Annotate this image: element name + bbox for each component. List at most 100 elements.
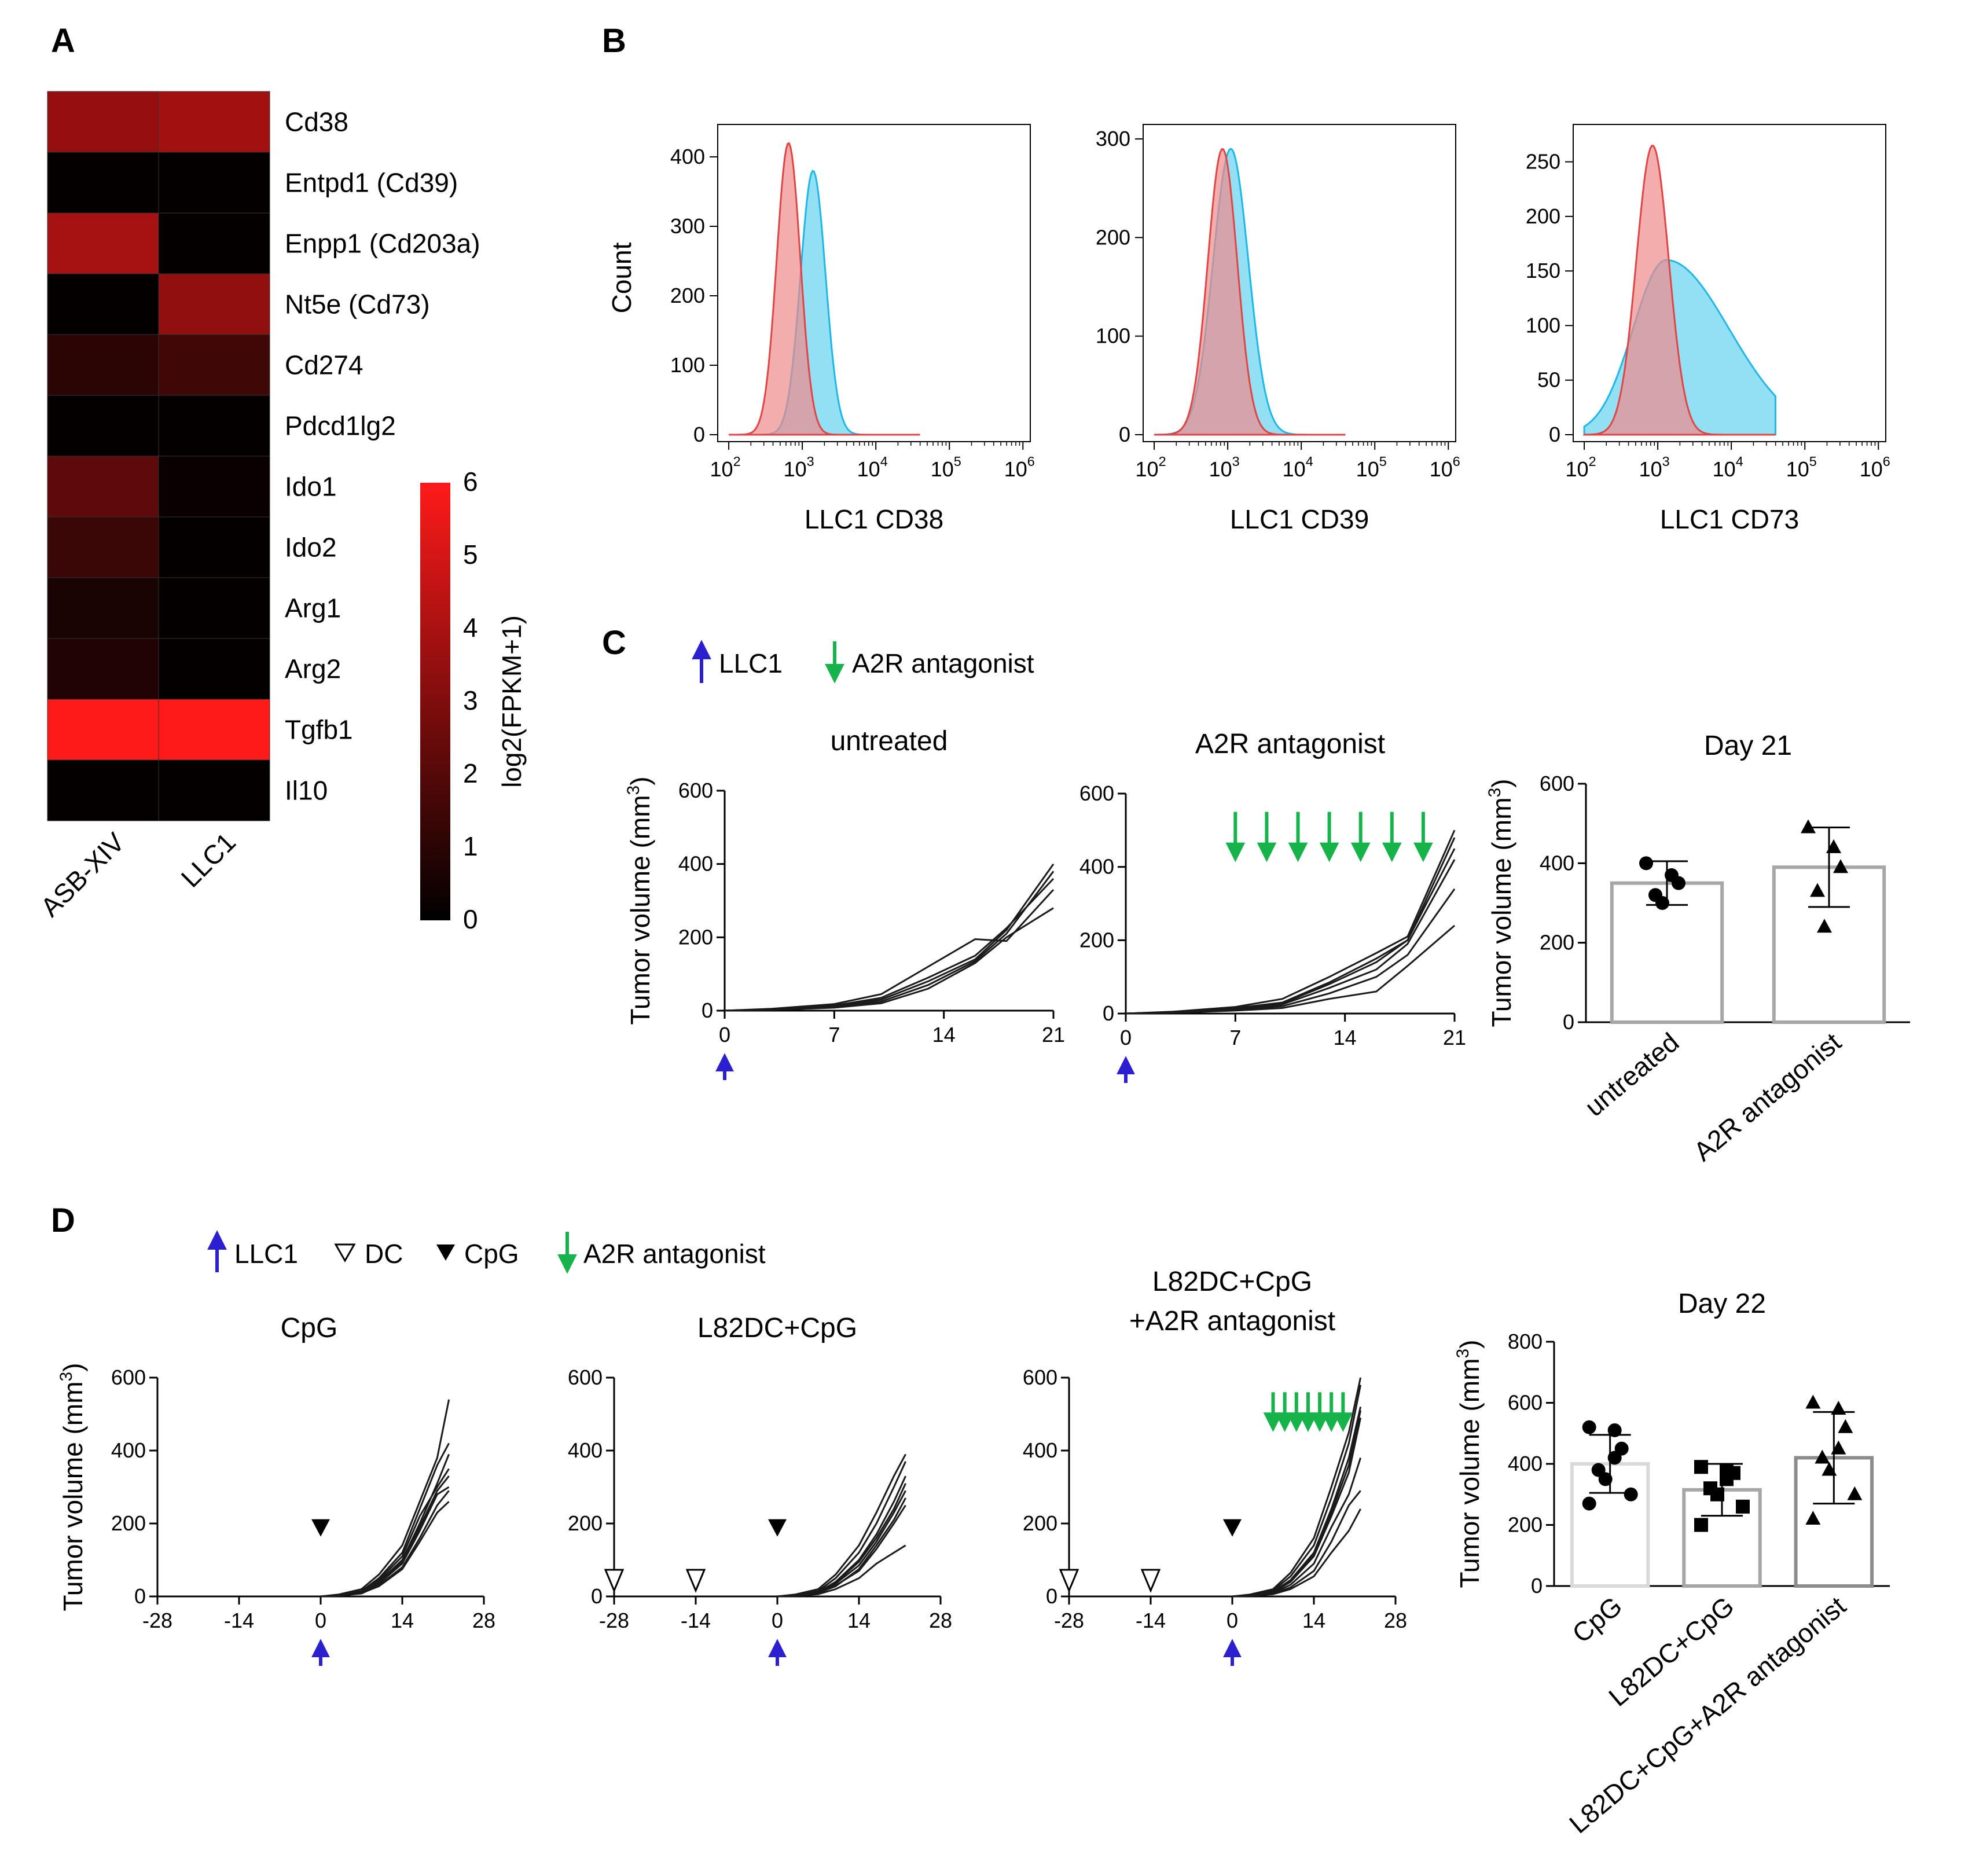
- llc1-arrow-icon: [207, 1230, 227, 1272]
- colorbar-label: log2(FPKM+1): [497, 615, 527, 788]
- y-tick-label: 400: [678, 852, 713, 876]
- y-tick-label: 100: [1096, 324, 1130, 348]
- chart-title: Day 22: [1678, 1288, 1766, 1319]
- a2r-arrow-icon: [1257, 812, 1277, 862]
- heatmap-cell: [47, 577, 159, 639]
- heatmap-row-label: Ido1: [285, 472, 337, 502]
- heatmap-cell: [158, 577, 270, 639]
- x-tick-label: 0: [772, 1609, 783, 1632]
- x-tick-label: 104: [1283, 454, 1313, 481]
- series-line: [320, 1501, 450, 1598]
- histogram-red-series: [1154, 148, 1346, 436]
- heatmap-cell: [47, 152, 159, 214]
- x-tick-label: 106: [1430, 454, 1460, 481]
- x-tick-label: 103: [784, 454, 814, 481]
- heatmap-column-label: ASB-XIV: [35, 827, 130, 922]
- cpg-triangle-icon: [768, 1519, 787, 1537]
- x-tick-label: 105: [931, 454, 961, 481]
- x-tick-label: 14: [847, 1609, 871, 1632]
- heatmap-cell: [158, 516, 270, 578]
- y-tick-label: 400: [1540, 851, 1574, 875]
- data-point: [1826, 839, 1841, 853]
- y-tick-label: 400: [568, 1438, 603, 1462]
- y-tick-label: 400: [111, 1438, 146, 1462]
- x-tick-label: 7: [828, 1023, 840, 1047]
- y-tick-label: 200: [1079, 928, 1114, 952]
- heatmap-colorbar: 0 1 2 3 4 5 6 log2(FPKM+1): [420, 467, 527, 934]
- x-tick-label: 21: [1443, 1026, 1466, 1049]
- x-tick-label: 102: [1136, 454, 1166, 481]
- y-tick-label: 200: [670, 284, 705, 307]
- a2r-arrow-icon: [1263, 1392, 1283, 1432]
- y-tick-label: 600: [1023, 1365, 1057, 1389]
- series-line: [777, 1490, 906, 1598]
- dc-triangle-icon: [604, 1569, 625, 1593]
- heatmap-cell: [158, 212, 270, 274]
- legend-d-cpg: CpG: [464, 1239, 519, 1269]
- histogram-cd38: 0 100 200 300 400 102 103 104 105 106 LLC1 CD38 Cou…: [607, 124, 1035, 534]
- y-tick-label: 0: [1119, 423, 1130, 446]
- y-tick-label: 200: [568, 1511, 603, 1535]
- a2r-arrow-icon: [1288, 812, 1308, 862]
- llc1-arrow-icon: [1223, 1639, 1242, 1666]
- panel-label-c: C: [602, 624, 626, 662]
- series-line: [724, 889, 1055, 1012]
- histogram-red-series: [1582, 145, 1776, 436]
- chart-title: L82DC+CpG: [697, 1313, 857, 1343]
- y-tick-label: 600: [678, 779, 713, 802]
- y-tick-label: 200: [678, 925, 713, 949]
- llc1-arrow-icon: [768, 1639, 787, 1666]
- y-tick-label: 100: [670, 353, 705, 377]
- x-tick-label: 14: [391, 1609, 414, 1632]
- x-tick-label: -28: [1054, 1609, 1084, 1632]
- y-tick-label: 0: [591, 1584, 603, 1608]
- x-tick-label: 102: [1566, 454, 1596, 481]
- heatmap-cell: [47, 273, 159, 335]
- legend-d: LLC1 DC CpG A2R antagonist: [207, 1230, 766, 1274]
- colorbar-bar: [420, 483, 450, 920]
- chart-d-dc-cpg: L82DC+CpG 0 200 400 600 -28 -14 0 14 28: [568, 1313, 952, 1666]
- y-tick-label: 800: [1508, 1330, 1543, 1353]
- series-line: [1125, 837, 1456, 1015]
- legend-c: LLC1 A2R antagonist: [692, 640, 1034, 684]
- data-point: [1831, 1440, 1846, 1455]
- heatmap-row-label: Pdcd1lg2: [285, 411, 396, 441]
- histogram-frame: [717, 124, 1031, 442]
- y-tick-label: 250: [1526, 150, 1560, 174]
- series-line: [1125, 924, 1455, 1015]
- x-tick-label: 0: [1226, 1609, 1238, 1632]
- llc1-arrow-icon: [311, 1639, 330, 1666]
- chart-c-untreated: untreated 0 200 400 600 0 7 14 21 Tumor volume (m…: [624, 726, 1065, 1080]
- data-point: [1822, 1462, 1837, 1476]
- y-tick-label: 300: [1096, 127, 1130, 150]
- x-tick-label: 0: [315, 1609, 326, 1632]
- y-tick-label: 150: [1526, 259, 1560, 282]
- a2r-arrow-icon: [1350, 812, 1371, 862]
- heatmap-cell: [47, 699, 159, 761]
- histogram-frame: [1143, 124, 1456, 442]
- chart-c-day21: Day 21 0 200 400 600 untreated A2R antagonist T…: [1485, 730, 1910, 1167]
- data-point: [1838, 1419, 1853, 1433]
- data-point: [1831, 1401, 1846, 1415]
- data-point: [1736, 1499, 1750, 1514]
- y-tick-label: 600: [568, 1365, 603, 1389]
- heatmap-cell: [158, 759, 270, 821]
- a2r-arrow-icon: [825, 641, 844, 684]
- y-tick-label: 600: [1540, 772, 1574, 795]
- y-tick-label: 0: [1046, 1584, 1057, 1608]
- y-tick-label: 0: [1103, 1001, 1114, 1025]
- y-tick-label: 600: [1508, 1391, 1543, 1415]
- x-tick-label: 104: [857, 454, 888, 481]
- heatmap-cell: [47, 91, 159, 153]
- chart-title: A2R antagonist: [1195, 729, 1385, 759]
- y-axis-label: Tumor volume (mm3): [1485, 779, 1516, 1027]
- heatmap-cell: [47, 516, 159, 578]
- heatmap-row-label: Nt5e (Cd73): [285, 289, 430, 320]
- y-tick-label: 400: [670, 145, 705, 168]
- x-tick-label: 103: [1639, 454, 1670, 481]
- x-tick-label: -14: [224, 1609, 254, 1632]
- x-tick-label: -14: [1136, 1609, 1166, 1632]
- data-point: [1810, 883, 1825, 897]
- cpg-triangle-icon: [1223, 1519, 1242, 1537]
- heatmap-cell: [158, 638, 270, 700]
